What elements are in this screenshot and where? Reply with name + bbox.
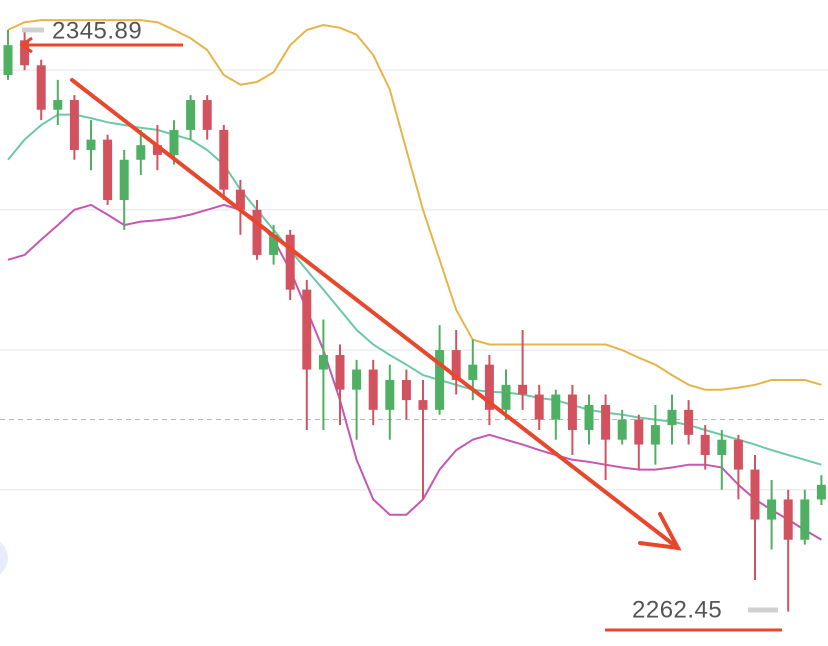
candle-body (285, 234, 295, 290)
candle-body (103, 139, 113, 201)
candle-body (368, 369, 378, 410)
candle-body (418, 400, 428, 410)
high-underline (19, 36, 183, 54)
candle-body (800, 499, 810, 540)
candle-body (352, 369, 362, 390)
candle-body (700, 434, 710, 455)
candle-body (3, 45, 13, 76)
candle-body (733, 439, 743, 470)
candle-body (783, 499, 793, 540)
low-label: 2262.45 (632, 596, 722, 623)
candle-body (219, 129, 229, 190)
candle-body (684, 409, 694, 435)
candle-body (252, 209, 262, 255)
candle-body (717, 439, 727, 455)
candle-body (567, 394, 577, 430)
candle-body (650, 425, 660, 445)
arrow-head (638, 512, 682, 551)
candle-body (816, 484, 826, 500)
candle-body (335, 354, 345, 390)
candle-body (435, 350, 445, 410)
side-button[interactable] (0, 538, 8, 578)
band-line (7, 19, 822, 391)
candle-body (69, 100, 79, 151)
arrow-head (19, 36, 33, 54)
trend-line (70, 78, 680, 550)
candle-body (385, 379, 395, 410)
candle-body (36, 65, 46, 110)
candle-body (484, 364, 494, 410)
candle-body (152, 145, 162, 155)
candle-body (202, 100, 212, 130)
candle-body (401, 379, 411, 401)
band-line (7, 203, 822, 541)
candle-body (20, 40, 30, 66)
candle-body (235, 189, 245, 210)
candle-body (534, 394, 544, 420)
candle-body (186, 100, 196, 130)
candle-body (634, 419, 644, 445)
candle-body (468, 364, 478, 380)
candle-body (119, 159, 129, 201)
high-label: 2345.89 (52, 17, 142, 44)
candle-body (551, 394, 561, 420)
candle-body (667, 409, 677, 426)
candle-body (601, 404, 611, 440)
candles (3, 29, 826, 612)
candle-body (518, 384, 528, 395)
candle-body (451, 350, 461, 380)
candle-body (750, 469, 760, 520)
candle-body (169, 129, 179, 155)
candle-body (584, 404, 594, 430)
candle-body (617, 419, 627, 440)
trend-arrow (70, 78, 682, 551)
candle-body (501, 384, 511, 410)
candle-body (86, 139, 96, 151)
candle-body (318, 354, 328, 370)
candle-body (136, 145, 146, 160)
candle-body (767, 499, 777, 520)
candle-body (53, 100, 63, 110)
candle-body (269, 234, 279, 255)
candle-body (302, 289, 312, 370)
grid (0, 69, 828, 491)
